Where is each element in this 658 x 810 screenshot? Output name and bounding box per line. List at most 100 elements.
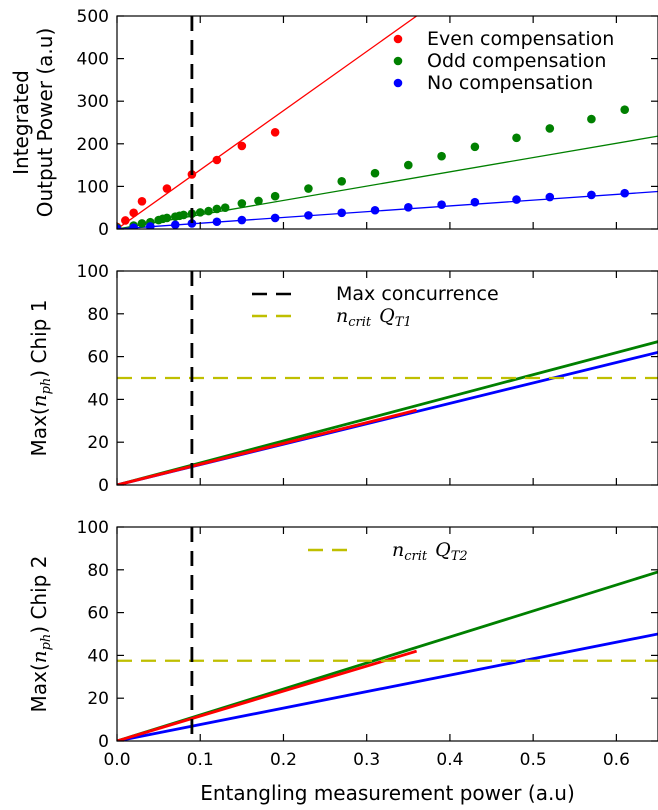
x-tick-label: 0.1 (187, 750, 214, 770)
legend-marker (393, 78, 403, 88)
y-tick-label: 40 (87, 646, 109, 666)
data-point-1-13 (212, 204, 222, 214)
y-axis-label: Max(nph) Chip 2 (27, 556, 54, 713)
data-point-1-15 (237, 199, 247, 208)
y-tick-label: 20 (87, 689, 109, 709)
data-point-1-17 (270, 191, 280, 201)
y-tick-label: 60 (87, 348, 109, 368)
top-panel: 0 100 200 300 400 500 Integrated Output Power (… (9, 7, 658, 240)
plot-area (117, 271, 658, 485)
data-point-2-12 (437, 200, 446, 210)
y-tick-label: 500 (77, 7, 109, 27)
data-point-2-0 (117, 224, 122, 229)
y-tick-label: 20 (87, 433, 109, 453)
y-tick-label: 0 (98, 732, 109, 752)
legend-marker (393, 34, 403, 44)
data-point-1-26 (587, 114, 596, 124)
y-tick-label: 0 (98, 220, 109, 240)
data-point-0-8 (270, 127, 280, 137)
y-axis-label: Integrated Output Power (a.u) (9, 28, 57, 218)
data-point-2-14 (512, 195, 521, 204)
data-point-1-21 (404, 160, 413, 170)
plot-area (117, 16, 658, 229)
data-point-1-25 (545, 124, 555, 133)
data-point-2-13 (470, 197, 480, 207)
legend-label: ncrit QT1 (336, 305, 412, 330)
y-tick-label: 40 (87, 390, 109, 410)
x-tick-label: 0.2 (270, 750, 297, 770)
y-tick-label: 80 (87, 561, 109, 581)
y-tick-label: 100 (77, 177, 109, 197)
data-point-2-8 (304, 211, 313, 220)
plot-frame (116, 526, 658, 742)
y-axis-label-line-1: Integrated (9, 70, 33, 175)
data-point-0-4 (162, 184, 172, 193)
x-axis-label: Entangling measurement power (a.u) (200, 781, 575, 805)
y-tick-label: 0 (98, 476, 109, 496)
data-point-1-18 (304, 184, 313, 193)
y-axis-label-group: Max(nph) Chip 1 (27, 300, 54, 457)
data-point-1-2 (137, 219, 147, 228)
y-tick-label: 100 (77, 262, 109, 282)
data-point-1-20 (370, 168, 380, 178)
data-point-1-6 (162, 213, 172, 223)
fit-line-2 (117, 190, 658, 229)
data-point-1-27 (620, 105, 630, 115)
data-point-2-4 (187, 219, 197, 228)
y-tick-label: 80 (87, 305, 109, 325)
plot-frame (116, 15, 658, 230)
legend-label: Even compensation (427, 28, 614, 50)
data-point-1-11 (195, 208, 205, 217)
data-point-2-2 (145, 222, 155, 229)
data-point-2-17 (620, 188, 630, 198)
y-tick-label: 300 (77, 92, 109, 112)
y-axis-label: Max(nph) Chip 1 (27, 300, 54, 457)
legend-marker (393, 56, 403, 66)
bottom-panel: 0 20 40 60 80 100 0.0 0.1 0.2 0.3 0.4 0.5 0.6 Max(nph… (27, 518, 658, 805)
y-tick-label: 60 (87, 604, 109, 624)
middle-panel: 0 20 40 60 80 100 Max(nph) Chip 1 Max concurren… (27, 262, 658, 496)
data-point-1-12 (204, 206, 213, 216)
y-axis-label-group: Max(nph) Chip 2 (27, 556, 54, 713)
x-tick-label: 0.4 (436, 750, 463, 770)
data-point-1-9 (179, 210, 188, 220)
x-tick-label: 0.5 (520, 750, 547, 770)
y-tick-label: 400 (77, 50, 109, 70)
data-point-1-23 (470, 142, 480, 152)
data-point-2-5 (212, 217, 222, 227)
data-point-2-11 (404, 202, 413, 212)
data-point-1-14 (220, 203, 230, 212)
fit-line-0 (117, 16, 418, 229)
plot-frame (116, 270, 658, 486)
data-point-2-10 (370, 205, 380, 215)
data-point-2-9 (337, 208, 347, 218)
x-tick-label: 0.0 (103, 750, 130, 770)
data-point-1-19 (337, 176, 347, 186)
data-point-2-6 (237, 215, 247, 225)
y-axis-label-line-2: Output Power (a.u) (33, 28, 57, 218)
legend-label: ncrit QT2 (392, 539, 468, 564)
data-point-0-2 (129, 208, 138, 218)
data-point-2-1 (129, 223, 138, 229)
data-point-0-6 (212, 155, 222, 165)
data-point-2-3 (170, 220, 180, 229)
legend-label: Odd compensation (427, 50, 606, 72)
y-tick-label: 100 (77, 518, 109, 538)
series-line-2 (117, 649, 418, 741)
y-tick-label: 200 (77, 135, 109, 155)
legend-label: Max concurrence (336, 283, 499, 305)
data-point-2-7 (270, 213, 280, 223)
data-point-2-15 (545, 192, 555, 202)
data-point-1-22 (437, 151, 446, 161)
plot-area (117, 527, 658, 741)
legend-label: No compensation (427, 72, 593, 94)
data-point-1-24 (512, 133, 521, 143)
data-point-0-1 (121, 216, 130, 225)
x-tick-label: 0.3 (353, 750, 380, 770)
series-line-1 (117, 632, 658, 741)
data-point-1-16 (254, 196, 263, 206)
data-point-0-3 (137, 197, 147, 206)
